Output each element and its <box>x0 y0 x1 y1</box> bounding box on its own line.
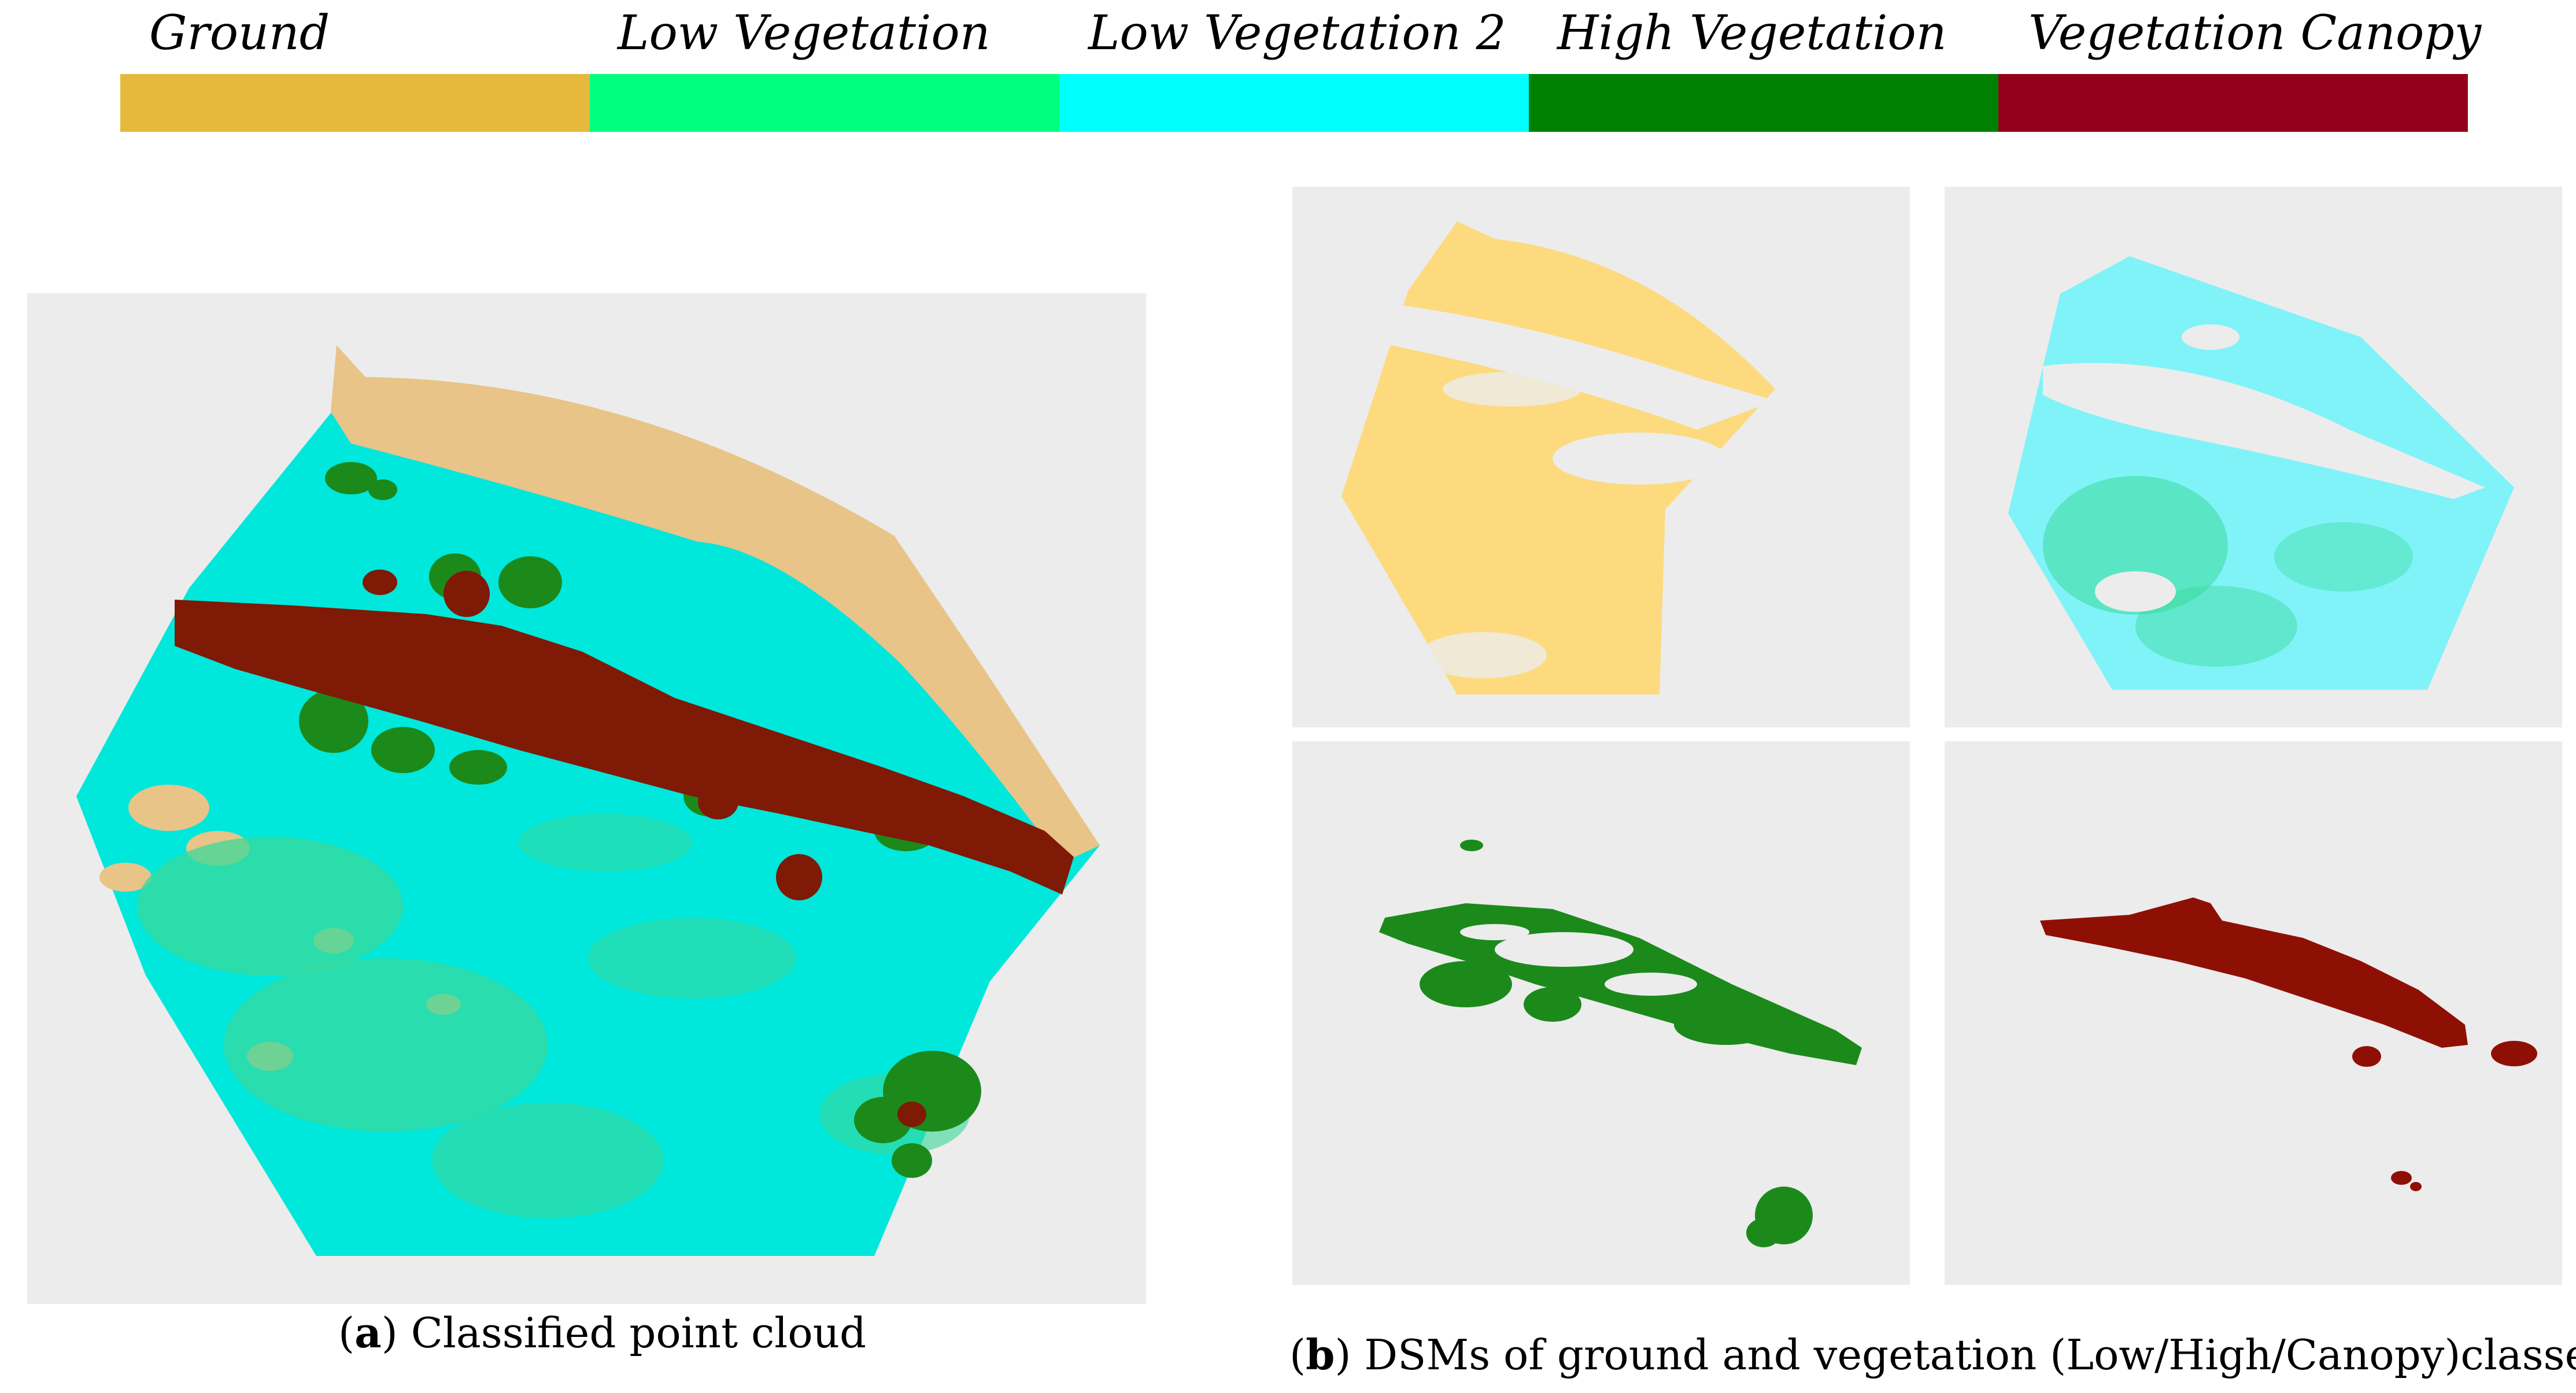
vegetation-canopy-dsm-image <box>2040 897 2537 1191</box>
classified-point-cloud-image <box>76 345 1100 1256</box>
legend-swatch-high-vegetation <box>1529 74 1998 132</box>
high-vegetation-dsm-gaps <box>1460 924 1697 996</box>
legend-swatch-low-vegetation <box>590 74 1059 132</box>
legend-label-low-vegetation-2: Low Vegetation 2 <box>1088 6 1506 61</box>
caption-b-text: DSMs of ground and vegetation (Low/High/… <box>1364 1331 2576 1379</box>
caption-a: (a) Classified point cloud <box>338 1308 867 1357</box>
legend-label-vegetation-canopy: Vegetation Canopy <box>2028 6 2482 61</box>
ground-dsm-image <box>1341 221 1775 694</box>
cloud-ground-band <box>331 345 1100 863</box>
legend-label-low-vegetation: Low Vegetation <box>618 6 991 61</box>
legend-swatch-ground <box>120 74 590 132</box>
ground-dsm-panel <box>1292 187 1910 727</box>
low-vegetation-dsm-image <box>2008 256 2514 690</box>
caption-b: (b) DSMs of ground and vegetation (Low/H… <box>1289 1330 2576 1379</box>
low-vegetation-dsm-gaps <box>2043 324 2485 612</box>
low-vegetation-dsm-patches <box>2043 476 2413 667</box>
caption-a-text: Classified point cloud <box>411 1309 867 1357</box>
ground-dsm-gaps <box>1379 302 1775 678</box>
legend-label-high-vegetation: High Vegetation <box>1557 6 1947 61</box>
low-vegetation-dsm-panel <box>1945 187 2562 727</box>
vegetation-canopy-dsm-panel <box>1945 741 2562 1285</box>
legend-swatch-low-vegetation-2 <box>1059 74 1529 132</box>
legend-label-ground: Ground <box>149 6 330 61</box>
classified-point-cloud-panel <box>27 293 1146 1304</box>
cloud-vegetation-canopy <box>175 570 1074 1127</box>
vegetation-canopy-dsm-region <box>2040 897 2537 1191</box>
high-vegetation-dsm-region <box>1379 840 1862 1247</box>
high-vegetation-dsm-panel <box>1292 741 1910 1285</box>
caption-a-letter: a <box>354 1308 382 1357</box>
legend-swatch-vegetation-canopy <box>1998 74 2468 132</box>
caption-b-letter: b <box>1306 1330 1335 1379</box>
high-vegetation-dsm-image <box>1379 840 1862 1247</box>
